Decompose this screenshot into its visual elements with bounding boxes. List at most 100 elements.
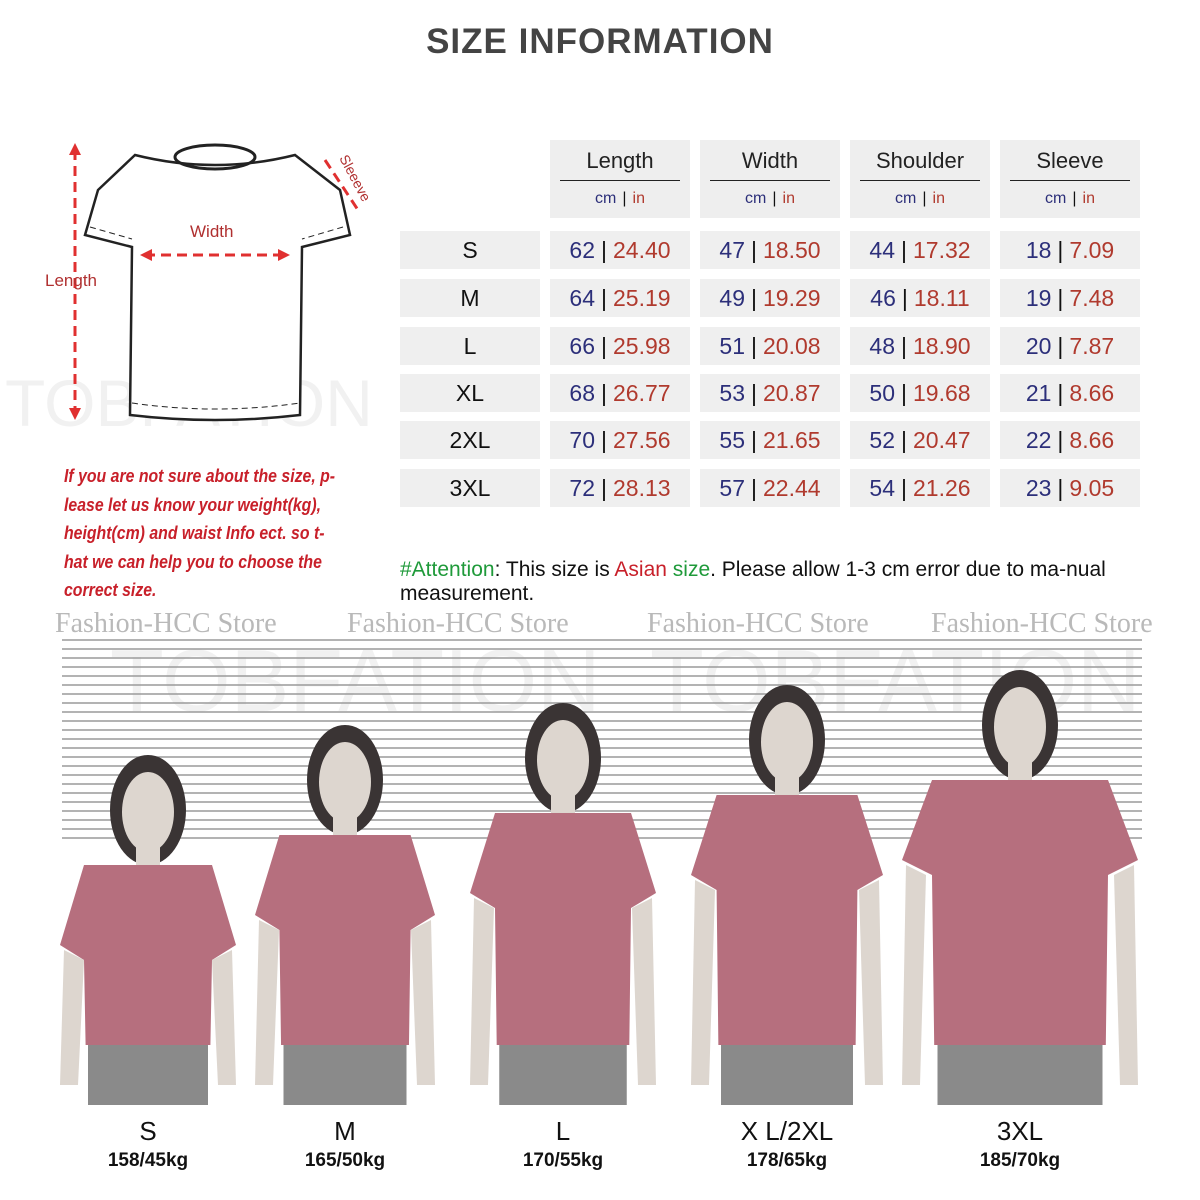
figure-size-label: L	[555, 1116, 571, 1146]
separator: |	[601, 236, 607, 263]
cm-value: 21	[1025, 379, 1052, 406]
cm-value: 50	[869, 379, 896, 406]
cm-value: 72	[569, 474, 596, 501]
table-cell: 53 | 20.87	[700, 374, 840, 412]
in-value: 21.26	[913, 474, 971, 501]
unit-separator: |	[622, 190, 627, 207]
table-cell: 46 | 18.11	[850, 279, 990, 317]
arm	[411, 920, 435, 1085]
unit-in: in	[932, 190, 945, 207]
tshirt-diagram	[69, 143, 362, 422]
cm-value: 49	[719, 284, 746, 311]
separator: |	[901, 426, 907, 453]
cm-value: 53	[719, 379, 746, 406]
watermark: TOBFATION	[110, 631, 601, 730]
separator: |	[1057, 236, 1064, 263]
table-cell: 49 | 19.29	[700, 279, 840, 317]
table-cell: 64 | 25.19	[550, 279, 690, 317]
in-value: 20.08	[763, 332, 821, 359]
separator: |	[1057, 379, 1064, 406]
separator: |	[1057, 284, 1064, 311]
attention-text: : This size is	[494, 558, 615, 581]
table-cell: 57 | 22.44	[700, 469, 840, 507]
shirt	[470, 813, 656, 1045]
separator: |	[1057, 332, 1064, 359]
in-value: 26.77	[613, 379, 671, 406]
figure-height-weight: 158/45kg	[107, 1150, 189, 1171]
column-name: Shoulder	[875, 148, 965, 173]
table-cell: 62 | 24.40	[550, 231, 690, 269]
separator: |	[601, 474, 607, 501]
cm-value: 54	[869, 474, 896, 501]
separator: |	[601, 379, 607, 406]
in-value: 19.68	[913, 379, 971, 406]
face	[761, 702, 813, 782]
measure-arrows	[73, 150, 362, 415]
asian-word: Asian	[614, 558, 667, 581]
in-value: 7.48	[1069, 284, 1115, 311]
table-cell: 19 | 7.48	[1000, 279, 1140, 317]
in-value: 27.56	[613, 426, 671, 453]
width-label: Width	[190, 222, 234, 241]
table-cell: 72 | 28.13	[550, 469, 690, 507]
figure-4	[902, 670, 1138, 1105]
cm-value: 64	[569, 284, 596, 311]
attention-text: . Please allow 1-3 cm error due to ma-nu…	[400, 558, 1106, 605]
cm-value: 52	[869, 426, 896, 453]
figure-0	[60, 755, 236, 1105]
face	[537, 720, 589, 800]
arm	[691, 880, 715, 1085]
size-label: S	[400, 231, 540, 269]
unit-cm: cm	[895, 190, 917, 207]
cm-value: 22	[1025, 426, 1052, 453]
size-help-note: If you are not sure about the size, p-le…	[64, 466, 336, 600]
figure-2	[470, 703, 656, 1105]
attention-tag: #Attention	[400, 558, 495, 581]
column-name: Length	[586, 148, 654, 173]
divider	[1010, 180, 1130, 181]
in-value: 7.09	[1069, 236, 1115, 263]
pants	[88, 1035, 208, 1105]
figure-size-label: 3XL	[996, 1116, 1044, 1146]
column-header-length: Length cm | in	[550, 140, 690, 218]
unit-separator: |	[1072, 190, 1077, 207]
face	[122, 772, 174, 852]
divider	[860, 180, 980, 181]
store-watermark: Fashion-HCC Store	[931, 608, 1153, 639]
in-value: 17.32	[913, 236, 971, 263]
face	[319, 742, 371, 822]
cm-value: 19	[1025, 284, 1052, 311]
cm-value: 23	[1025, 474, 1052, 501]
unit-label: cm | in	[1000, 190, 1140, 208]
figure-height-weight: 170/55kg	[522, 1150, 604, 1171]
separator: |	[751, 236, 757, 263]
table-cell: 44 | 17.32	[850, 231, 990, 269]
arm	[60, 950, 84, 1085]
arm	[1114, 865, 1138, 1085]
in-value: 7.87	[1069, 332, 1115, 359]
separator: |	[1057, 426, 1064, 453]
store-watermark: Fashion-HCC Store	[55, 608, 277, 639]
separator: |	[1057, 474, 1064, 501]
cm-value: 66	[569, 332, 596, 359]
store-watermark: Fashion-HCC Store	[347, 608, 569, 639]
arm	[255, 920, 279, 1085]
in-value: 28.13	[613, 474, 671, 501]
figure-1	[255, 725, 435, 1105]
cm-value: 48	[869, 332, 896, 359]
in-value: 20.47	[913, 426, 971, 453]
table-cell: 50 | 19.68	[850, 374, 990, 412]
divider	[710, 180, 830, 181]
table-cell: 55 | 21.65	[700, 421, 840, 459]
length-label: Length	[45, 271, 97, 290]
separator: |	[751, 426, 757, 453]
table-cell: 54 | 21.26	[850, 469, 990, 507]
size-label: M	[400, 279, 540, 317]
cm-value: 18	[1025, 236, 1052, 263]
in-value: 25.98	[613, 332, 671, 359]
cm-value: 57	[719, 474, 746, 501]
column-header-width: Width cm | in	[700, 140, 840, 218]
separator: |	[601, 426, 607, 453]
arm	[859, 880, 883, 1085]
figure-3	[691, 685, 883, 1105]
